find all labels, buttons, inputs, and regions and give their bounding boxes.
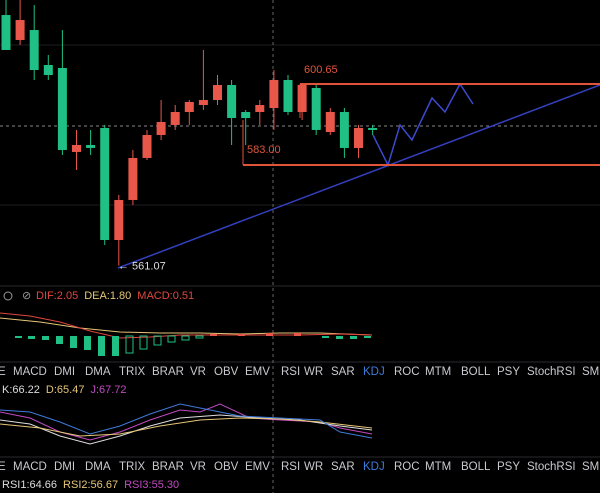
min-label: ← 561.07 [118,261,166,273]
indicator-tab[interactable]: MACD [13,366,47,378]
candle-body [1,15,11,50]
indicator-value: RSI2:56.67 [63,479,118,491]
indicator-tab[interactable]: ROC [394,366,420,378]
indicator-tab[interactable]: BRAR [152,461,184,473]
indicator-tab[interactable]: OBV [214,366,239,378]
indicator-value: RSI3:55.30 [124,479,179,491]
indicator-tab[interactable]: BOLL [461,366,491,378]
candle-body [156,121,166,135]
candle-body [325,111,335,133]
macd-panel [0,312,373,356]
projection [372,82,474,168]
indicator-tab[interactable]: DMI [54,366,75,378]
indicator-tab[interactable]: VR [190,461,206,473]
indicator-tab[interactable]: DMI [54,461,75,473]
candle-body [43,65,53,76]
indicator-tab[interactable]: PSY [497,366,520,378]
candle-body [57,67,67,150]
candle-body [184,101,194,112]
indicator-value: RSI1:64.66 [2,479,57,491]
indicator-tab[interactable]: SAR [331,461,355,473]
indicator-tab[interactable]: SM [582,461,599,473]
candle-body [368,128,378,130]
indicator-value: J:67.72 [90,384,126,396]
indicator-value: K:66.22 [2,384,40,396]
indicator-tab[interactable]: WR [304,461,323,473]
indicator-tab[interactable]: ROC [394,461,420,473]
low-label: 583.00 [247,144,281,156]
indicator-tab[interactable]: DMA [85,366,111,378]
indicator-tab[interactable]: StochRSI [527,461,576,473]
indicator-tab[interactable]: MTM [425,366,451,378]
candle-body [241,111,251,119]
indicator-tabs: E MACD DMI DMA TRIX BRAR VR OBV EMV RSI WR SAR KDJ RO… [0,461,599,473]
indicator-value: D:65.47 [46,384,85,396]
candle-body [255,105,265,112]
indicator-tab[interactable]: BOLL [461,461,491,473]
indicator-tabs: E MACD DMI DMA TRIX BRAR VR OBV EMV RSI WR SAR KDJ RO… [0,366,599,378]
indicator-tab[interactable]: E [0,366,6,378]
candle-body [72,144,81,152]
candle-body [198,100,208,106]
indicator-tab[interactable]: RSI [281,461,300,473]
indicator-tab[interactable]: SM [582,366,599,378]
kdj-panel [0,403,373,445]
candle-body [86,144,96,148]
levels: 600.65 583.00 ← 561.07 [118,64,600,273]
indicator-tab[interactable]: DMA [85,461,111,473]
indicator-tab[interactable]: MTM [425,461,451,473]
indicator-tab[interactable]: VR [190,366,206,378]
hide-icon[interactable]: ⊘ [22,290,31,302]
indicator-tab[interactable]: PSY [497,461,520,473]
candle-body [213,85,222,101]
candle-body [170,111,180,125]
indicator-tab[interactable]: EMV [245,461,270,473]
indicator-tab[interactable]: OBV [214,461,239,473]
macd-header: DIF:2.05 DEA:1.80 MACD:0.51 [36,290,194,302]
candle-body [339,111,349,148]
kdj-header: K:66.22 D:65.47 J:67.72 [2,384,127,396]
candles [1,0,378,266]
indicator-value: MACD:0.51 [137,290,194,302]
indicator-tab[interactable]: TRIX [119,461,146,473]
high-label: 600.65 [304,64,338,76]
candle-body [100,128,110,240]
candle-body [297,85,307,112]
settings-icon[interactable] [3,291,13,301]
candle-body [15,20,25,40]
indicator-tab[interactable]: EMV [245,366,270,378]
candle-body [227,85,237,119]
indicator-tab[interactable]: RSI [281,366,300,378]
indicator-value: DEA:1.80 [84,290,131,302]
indicator-tab[interactable]: KDJ [363,366,385,378]
indicator-value: DIF:2.05 [36,290,78,302]
candle-body [128,157,138,200]
candle-body [114,199,124,240]
grid [0,44,600,458]
rsi-header: RSI1:64.66 RSI2:56.67 RSI3:55.30 [2,479,179,491]
indicator-tab[interactable]: KDJ [363,461,385,473]
candle-body [29,30,39,71]
indicator-tab[interactable]: MACD [13,461,47,473]
indicator-tab[interactable]: BRAR [152,366,184,378]
trend-line [117,84,600,269]
indicator-tab[interactable]: SAR [331,366,355,378]
candle-body [142,134,152,158]
candle-body [311,87,321,130]
candle-body [354,128,363,148]
indicator-tab[interactable]: TRIX [119,366,146,378]
candle-body [283,80,293,112]
candle-body [269,80,279,109]
indicator-tab[interactable]: WR [304,366,323,378]
indicator-tab[interactable]: StochRSI [527,366,576,378]
indicator-tab[interactable]: E [0,461,6,473]
